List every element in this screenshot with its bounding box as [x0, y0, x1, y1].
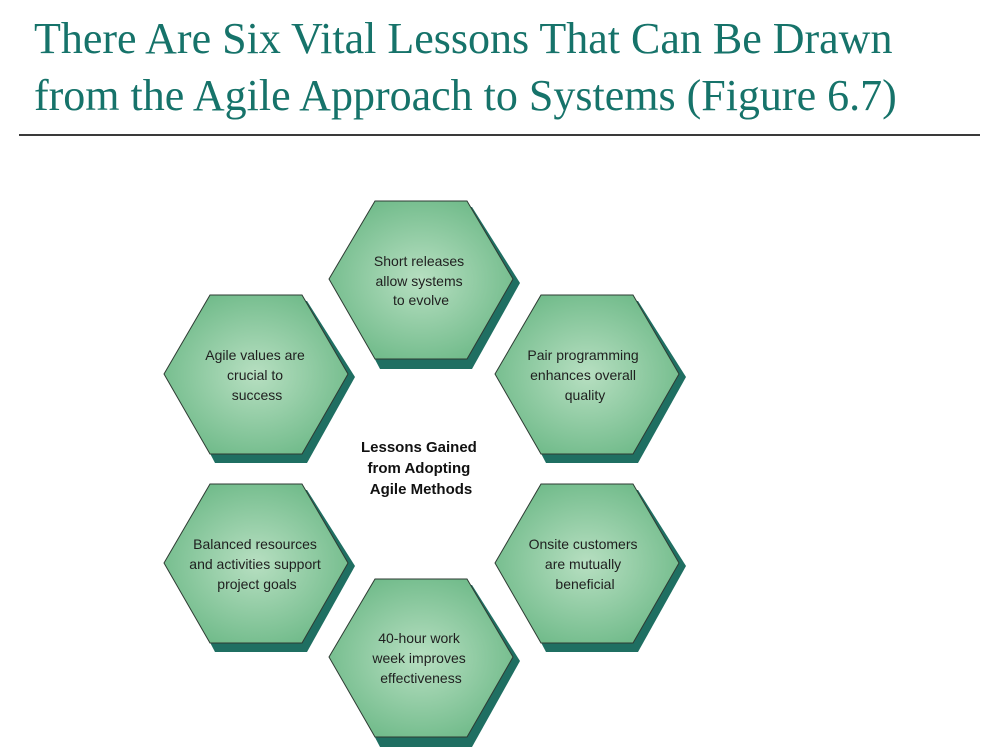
center-label-line-3: Agile Methods	[370, 481, 473, 498]
lesson-line-2: are mutually	[545, 556, 621, 572]
slide-title-line-2: from the Agile Approach to Systems (Figu…	[34, 71, 897, 120]
lesson-line-1: Pair programming	[527, 347, 638, 363]
lesson-line-3: beneficial	[555, 576, 614, 592]
slide-title: There Are Six Vital Lessons That Can Be …	[34, 10, 984, 124]
lesson-line-1: Onsite customers	[529, 536, 638, 552]
lesson-hexagon-short-releases: Short releases allow systems to evolve	[328, 200, 520, 369]
lesson-line-3: quality	[565, 387, 605, 403]
lesson-hexagon-balanced-resources: Balanced resources and activities suppor…	[163, 483, 355, 652]
center-label-line-2: from Adopting	[368, 460, 471, 477]
hexagon-shape	[328, 578, 514, 738]
lesson-hexagon-onsite-customers: Onsite customers are mutually beneficial	[494, 483, 686, 652]
lesson-line-3: success	[232, 387, 283, 403]
lesson-line-1: Short releases	[374, 253, 464, 269]
lesson-text: Agile values are crucial to success	[205, 347, 309, 403]
lesson-line-2: allow systems	[375, 273, 462, 289]
lesson-text: Onsite customers are mutually beneficial	[529, 536, 642, 592]
hexagon-shape	[328, 200, 514, 360]
center-label-line-1: Lessons Gained	[361, 439, 477, 456]
lesson-text: Pair programming enhances overall qualit…	[527, 347, 642, 403]
title-divider	[19, 134, 980, 136]
lesson-text: Short releases allow systems to evolve	[374, 253, 468, 308]
hexagon-shape	[163, 483, 349, 644]
lesson-hexagon-40-hour-week: 40-hour work week improves effectiveness	[328, 578, 520, 747]
slide-title-line-1: There Are Six Vital Lessons That Can Be …	[34, 14, 893, 63]
hexagon-shape	[494, 483, 680, 644]
lesson-line-3: to evolve	[393, 292, 449, 308]
lesson-hexagon-agile-values: Agile values are crucial to success	[163, 294, 355, 463]
hexagon-shape	[163, 294, 349, 455]
lesson-line-2: week improves	[371, 650, 465, 666]
lesson-text: Balanced resources and activities suppor…	[189, 536, 324, 592]
lesson-line-2: enhances overall	[530, 367, 636, 383]
lesson-line-3: project goals	[217, 576, 296, 592]
lesson-line-1: 40-hour work	[378, 630, 461, 646]
hexagon-shape	[494, 294, 680, 455]
lesson-line-2: crucial to	[227, 367, 283, 383]
lesson-line-2: and activities support	[189, 556, 321, 572]
center-label: Lessons Gained from Adopting Agile Metho…	[361, 439, 481, 498]
lesson-line-3: effectiveness	[380, 670, 461, 686]
lesson-text: 40-hour work week improves effectiveness	[371, 630, 469, 686]
lesson-line-1: Balanced resources	[193, 536, 317, 552]
lesson-line-1: Agile values are	[205, 347, 305, 363]
lesson-hexagon-pair-programming: Pair programming enhances overall qualit…	[494, 294, 686, 463]
